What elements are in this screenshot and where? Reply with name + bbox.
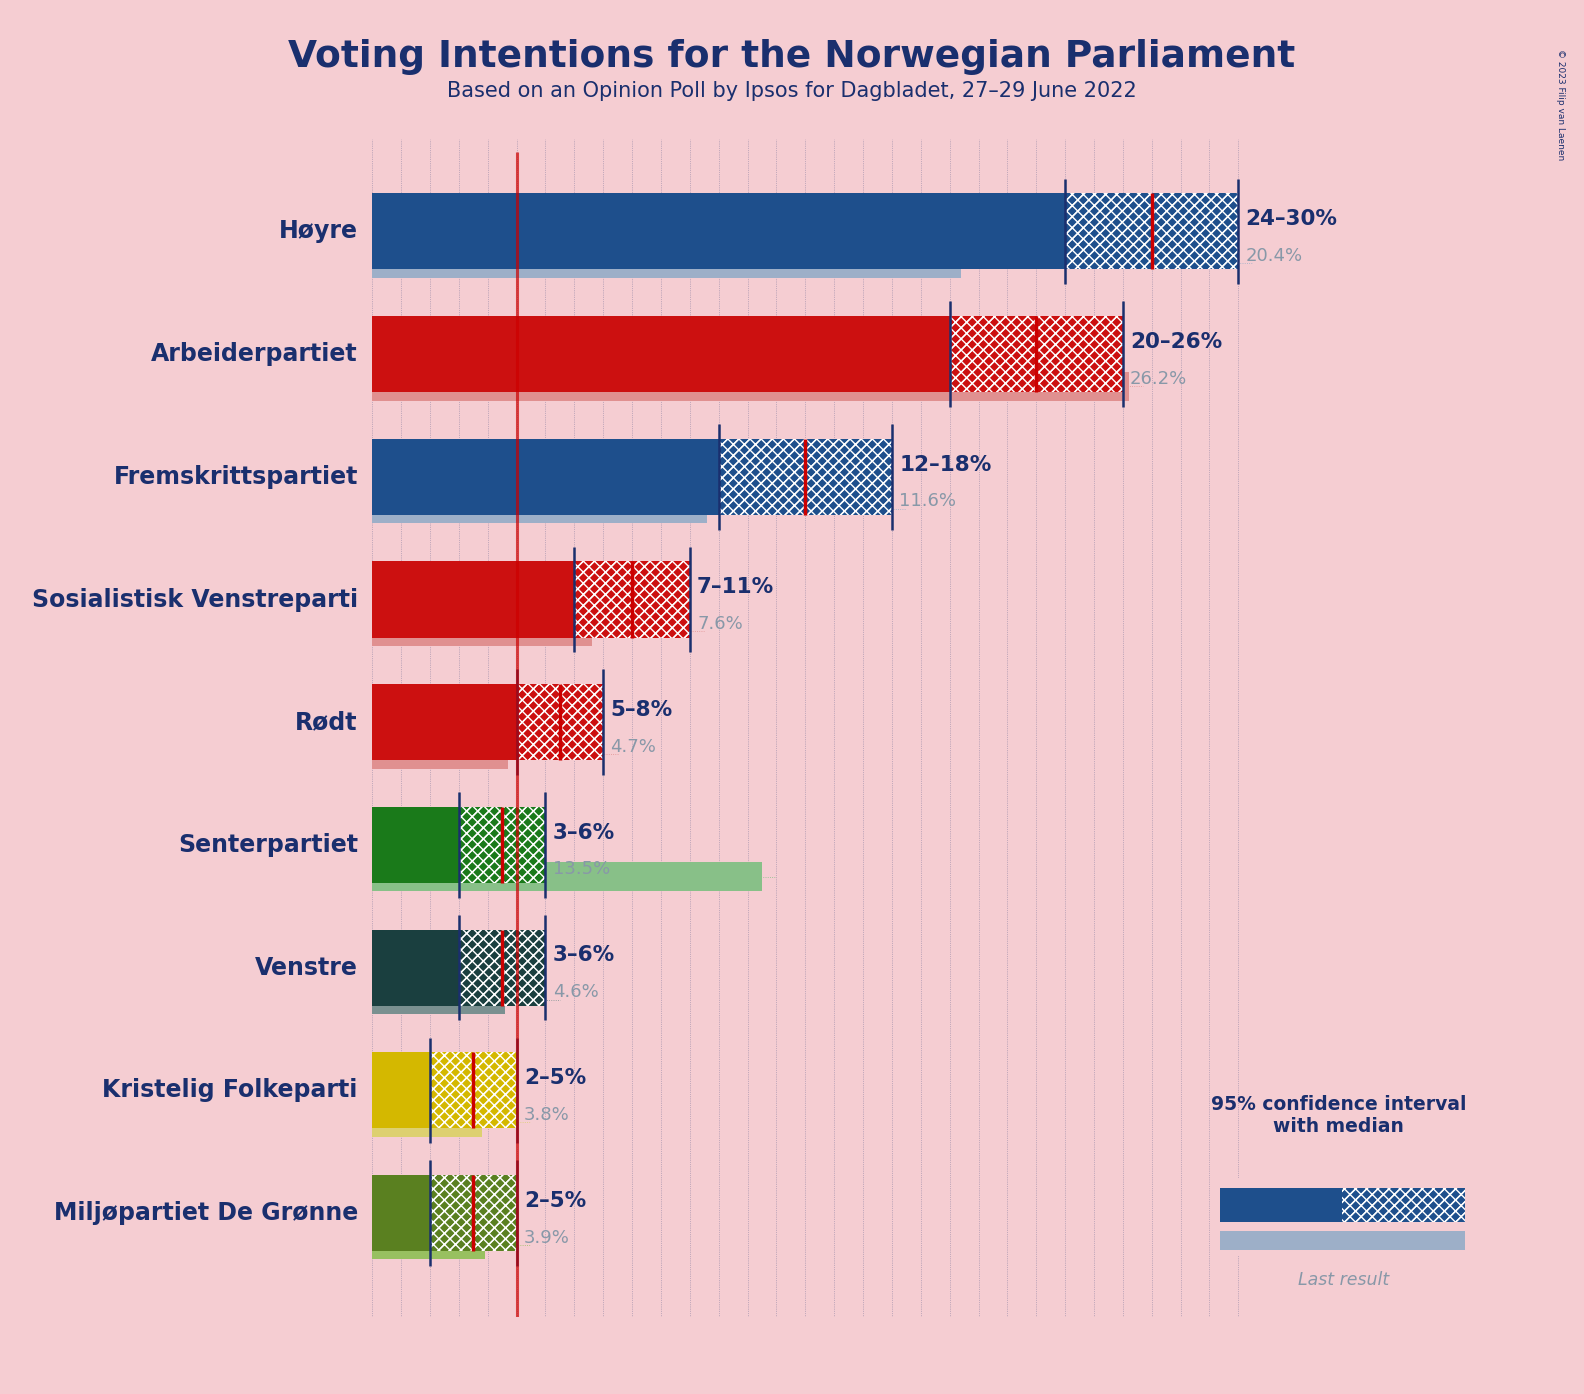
Bar xyxy=(1343,1188,1465,1223)
Bar xyxy=(459,930,545,1005)
Text: Senterpartiet: Senterpartiet xyxy=(177,834,358,857)
Bar xyxy=(372,986,505,1013)
Bar xyxy=(372,495,706,523)
Text: 3.9%: 3.9% xyxy=(524,1228,570,1246)
Bar xyxy=(1064,194,1239,269)
Text: Kristelig Folkeparti: Kristelig Folkeparti xyxy=(103,1079,358,1103)
Text: 12–18%: 12–18% xyxy=(900,454,992,474)
Bar xyxy=(372,250,961,277)
Bar xyxy=(372,1231,485,1259)
Bar xyxy=(429,1175,516,1250)
Text: 20–26%: 20–26% xyxy=(1129,332,1223,351)
Text: 95% confidence interval
with median: 95% confidence interval with median xyxy=(1210,1096,1467,1136)
Text: Voting Intentions for the Norwegian Parliament: Voting Intentions for the Norwegian Parl… xyxy=(288,39,1296,75)
Text: 7–11%: 7–11% xyxy=(697,577,775,597)
Bar xyxy=(372,930,459,1005)
Bar xyxy=(372,863,762,891)
Bar xyxy=(372,740,508,768)
Text: 20.4%: 20.4% xyxy=(1245,247,1302,265)
Text: Sosialistisk Venstreparti: Sosialistisk Venstreparti xyxy=(32,587,358,612)
Bar xyxy=(372,495,706,523)
Bar xyxy=(516,684,604,760)
Bar xyxy=(575,562,689,637)
Text: 26.2%: 26.2% xyxy=(1129,369,1188,388)
Text: Høyre: Høyre xyxy=(279,219,358,244)
Text: © 2023 Filip van Laenen: © 2023 Filip van Laenen xyxy=(1555,49,1565,160)
Text: 5–8%: 5–8% xyxy=(610,700,673,719)
Bar xyxy=(372,250,961,277)
Bar xyxy=(459,930,545,1005)
Bar xyxy=(1343,1188,1465,1223)
Bar xyxy=(372,1108,482,1136)
Bar xyxy=(575,562,689,637)
Bar xyxy=(372,562,575,637)
Bar xyxy=(372,1052,429,1128)
Bar xyxy=(372,372,1129,400)
Bar xyxy=(459,807,545,882)
Bar xyxy=(372,863,762,891)
Bar xyxy=(429,1052,516,1128)
Text: 7.6%: 7.6% xyxy=(697,615,743,633)
Bar xyxy=(429,1175,516,1250)
Bar xyxy=(372,316,950,392)
Bar xyxy=(1220,1188,1343,1223)
Bar xyxy=(372,618,592,645)
Text: 2–5%: 2–5% xyxy=(524,1068,586,1089)
Bar xyxy=(372,1231,485,1259)
Bar xyxy=(372,740,508,768)
Bar xyxy=(1064,194,1239,269)
Bar xyxy=(719,439,892,514)
Text: Miljøpartiet De Grønne: Miljøpartiet De Grønne xyxy=(54,1202,358,1225)
Bar xyxy=(950,316,1123,392)
Text: Venstre: Venstre xyxy=(255,956,358,980)
Bar xyxy=(372,194,1064,269)
Text: 2–5%: 2–5% xyxy=(524,1190,586,1211)
Text: 11.6%: 11.6% xyxy=(900,492,957,510)
Text: Rødt: Rødt xyxy=(295,710,358,735)
Bar xyxy=(372,1108,482,1136)
Bar xyxy=(372,618,592,645)
Bar xyxy=(372,1175,429,1250)
Text: Last result: Last result xyxy=(1297,1271,1389,1289)
Text: 4.7%: 4.7% xyxy=(610,737,656,756)
Bar xyxy=(459,807,545,882)
Text: 4.6%: 4.6% xyxy=(553,983,599,1001)
Text: 3–6%: 3–6% xyxy=(553,822,615,842)
Text: 13.5%: 13.5% xyxy=(553,860,610,878)
Text: 3–6%: 3–6% xyxy=(553,945,615,966)
Bar xyxy=(516,684,604,760)
Bar xyxy=(372,986,505,1013)
Text: Fremskrittspartiet: Fremskrittspartiet xyxy=(114,464,358,489)
Bar xyxy=(372,684,516,760)
Text: 24–30%: 24–30% xyxy=(1245,209,1337,229)
Bar xyxy=(372,439,719,514)
Text: 3.8%: 3.8% xyxy=(524,1105,570,1124)
Bar xyxy=(719,439,892,514)
Text: Based on an Opinion Poll by Ipsos for Dagbladet, 27–29 June 2022: Based on an Opinion Poll by Ipsos for Da… xyxy=(447,81,1137,100)
Text: Arbeiderpartiet: Arbeiderpartiet xyxy=(150,342,358,367)
Bar xyxy=(372,807,459,882)
Bar xyxy=(1220,1231,1465,1250)
Bar xyxy=(372,372,1129,400)
Bar xyxy=(950,316,1123,392)
Bar xyxy=(429,1052,516,1128)
